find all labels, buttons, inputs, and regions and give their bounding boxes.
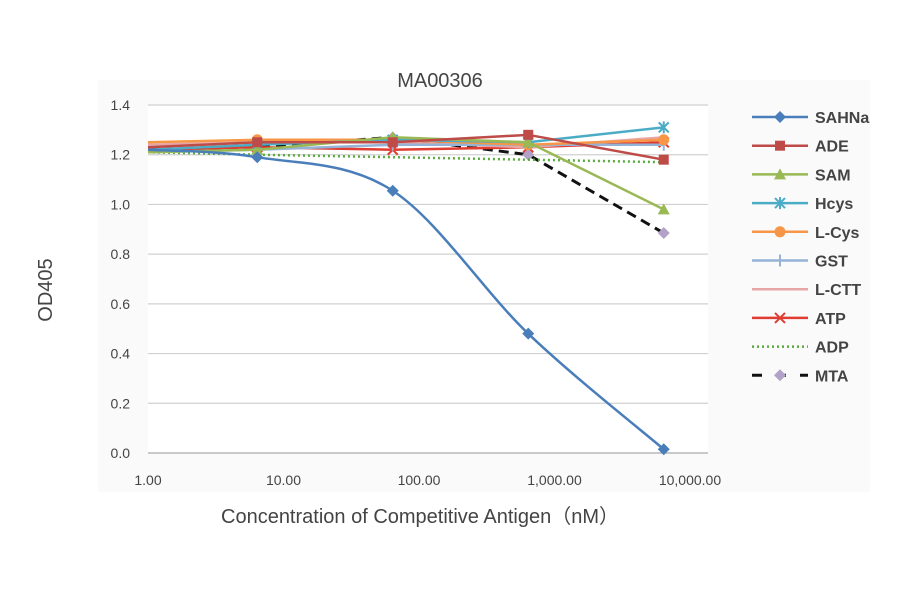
legend-marker-hcys — [774, 197, 786, 210]
series-adp — [147, 150, 664, 164]
data-point-sam — [522, 136, 535, 148]
y-tick-label: 1.2 — [111, 147, 131, 163]
data-point-ade — [252, 137, 263, 148]
data-point-sam — [251, 143, 264, 155]
legend-label-l-ctt: L-CTT — [815, 282, 861, 299]
legend-label-hcys: Hcys — [815, 196, 853, 213]
y-axis-label: OD405 — [35, 258, 57, 321]
data-point-hcys — [658, 121, 670, 134]
x-tick-label: 100.00 — [398, 472, 441, 488]
data-point-sahna — [251, 151, 264, 164]
legend-marker-ade — [775, 140, 785, 151]
legend-item-l-cys: L-Cys — [752, 225, 860, 242]
legend-label-l-cys: L-Cys — [815, 225, 860, 242]
legend-item-adp: ADP — [752, 340, 849, 357]
legend-item-mta: MTA — [752, 368, 849, 385]
x-tick-label: 10,000.00 — [659, 472, 721, 488]
legend-item-atp: ATP — [752, 311, 846, 328]
y-tick-label: 1.4 — [111, 97, 131, 113]
legend-label-sahna: SAHNa — [815, 110, 869, 127]
y-tick-label: 0.6 — [111, 296, 131, 312]
legend-marker-sahna — [774, 111, 786, 123]
legend-label-gst: GST — [815, 254, 848, 271]
legend-marker-mta — [774, 369, 786, 382]
x-tick-label: 1.00 — [134, 472, 161, 488]
legend-label-sam: SAM — [815, 167, 851, 184]
legend-item-sam: SAM — [752, 167, 851, 184]
series-sahna — [147, 148, 670, 456]
legend-label-adp: ADP — [815, 340, 849, 357]
legend-marker-sam — [774, 168, 786, 180]
y-tick-label: 1.0 — [111, 196, 131, 212]
data-point-sam — [657, 203, 670, 215]
data-point-ade — [387, 137, 398, 148]
legend-item-sahna: SAHNa — [752, 110, 869, 127]
plot-area — [148, 105, 708, 453]
legend-item-ade: ADE — [752, 139, 849, 156]
data-point-ade — [523, 129, 534, 140]
x-tick-label: 1,000.00 — [527, 472, 582, 488]
legend-label-ade: ADE — [815, 139, 849, 156]
series-ade — [147, 129, 669, 165]
series-line-sahna — [147, 148, 665, 451]
legend-item-l-ctt: L-CTT — [752, 282, 861, 299]
data-point-sahna — [386, 184, 399, 197]
legend-item-gst: GST — [752, 254, 848, 271]
x-tick-label: 10.00 — [266, 472, 301, 488]
x-axis-label: Concentration of Competitive Antigen（nM） — [221, 505, 619, 528]
data-point-mta — [657, 227, 670, 240]
legend-marker-l-cys — [774, 226, 786, 238]
data-point-sahna — [657, 443, 670, 456]
y-tick-label: 0.0 — [111, 445, 131, 461]
y-tick-label: 0.2 — [111, 395, 131, 411]
series-line-adp — [147, 150, 664, 164]
legend-marker-atp — [774, 312, 786, 324]
data-point-sahna — [522, 327, 535, 340]
y-tick-label: 0.8 — [111, 246, 131, 262]
legend-label-atp: ATP — [815, 311, 846, 328]
data-point-ade — [658, 154, 669, 165]
data-point-l-cys — [658, 134, 670, 146]
data-point-mta — [522, 148, 535, 161]
y-tick-label: 0.4 — [111, 346, 131, 362]
legend-item-hcys: Hcys — [752, 196, 853, 213]
chart-title: MA00306 — [397, 70, 483, 92]
legend-label-mta: MTA — [815, 368, 849, 385]
